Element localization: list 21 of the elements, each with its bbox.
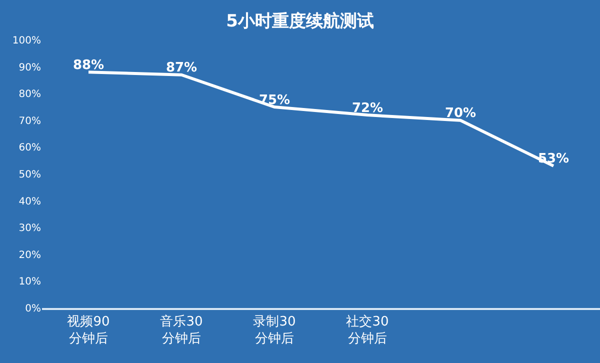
data-label: 72%: [352, 100, 384, 116]
y-tick-label: 20%: [18, 250, 41, 261]
y-tick-label: 70%: [18, 116, 41, 127]
data-label: 70%: [444, 106, 476, 122]
y-tick-label: 100%: [12, 36, 41, 46]
y-tick-label: 10%: [18, 276, 41, 288]
data-label: 87%: [166, 60, 198, 76]
y-tick-label: 50%: [18, 170, 41, 180]
data-label: 75%: [258, 92, 290, 108]
x-tick-label: 录制30 分钟后: [253, 314, 296, 346]
x-tick-label: 社交30 分钟后: [346, 314, 389, 346]
y-tick-label: 40%: [18, 196, 41, 208]
y-tick-label: 30%: [18, 223, 41, 234]
y-tick-label: 90%: [18, 62, 41, 74]
y-tick-label: 60%: [18, 142, 41, 154]
y-tick-label: 0%: [25, 304, 41, 314]
x-tick-label: 视频90 分钟后: [67, 314, 110, 346]
y-tick-label: 80%: [18, 89, 41, 100]
chart-title: 5小时重度续航测试: [226, 11, 374, 32]
data-label: 88%: [72, 58, 104, 73]
x-tick-label: 音乐30 分钟后: [160, 314, 203, 346]
